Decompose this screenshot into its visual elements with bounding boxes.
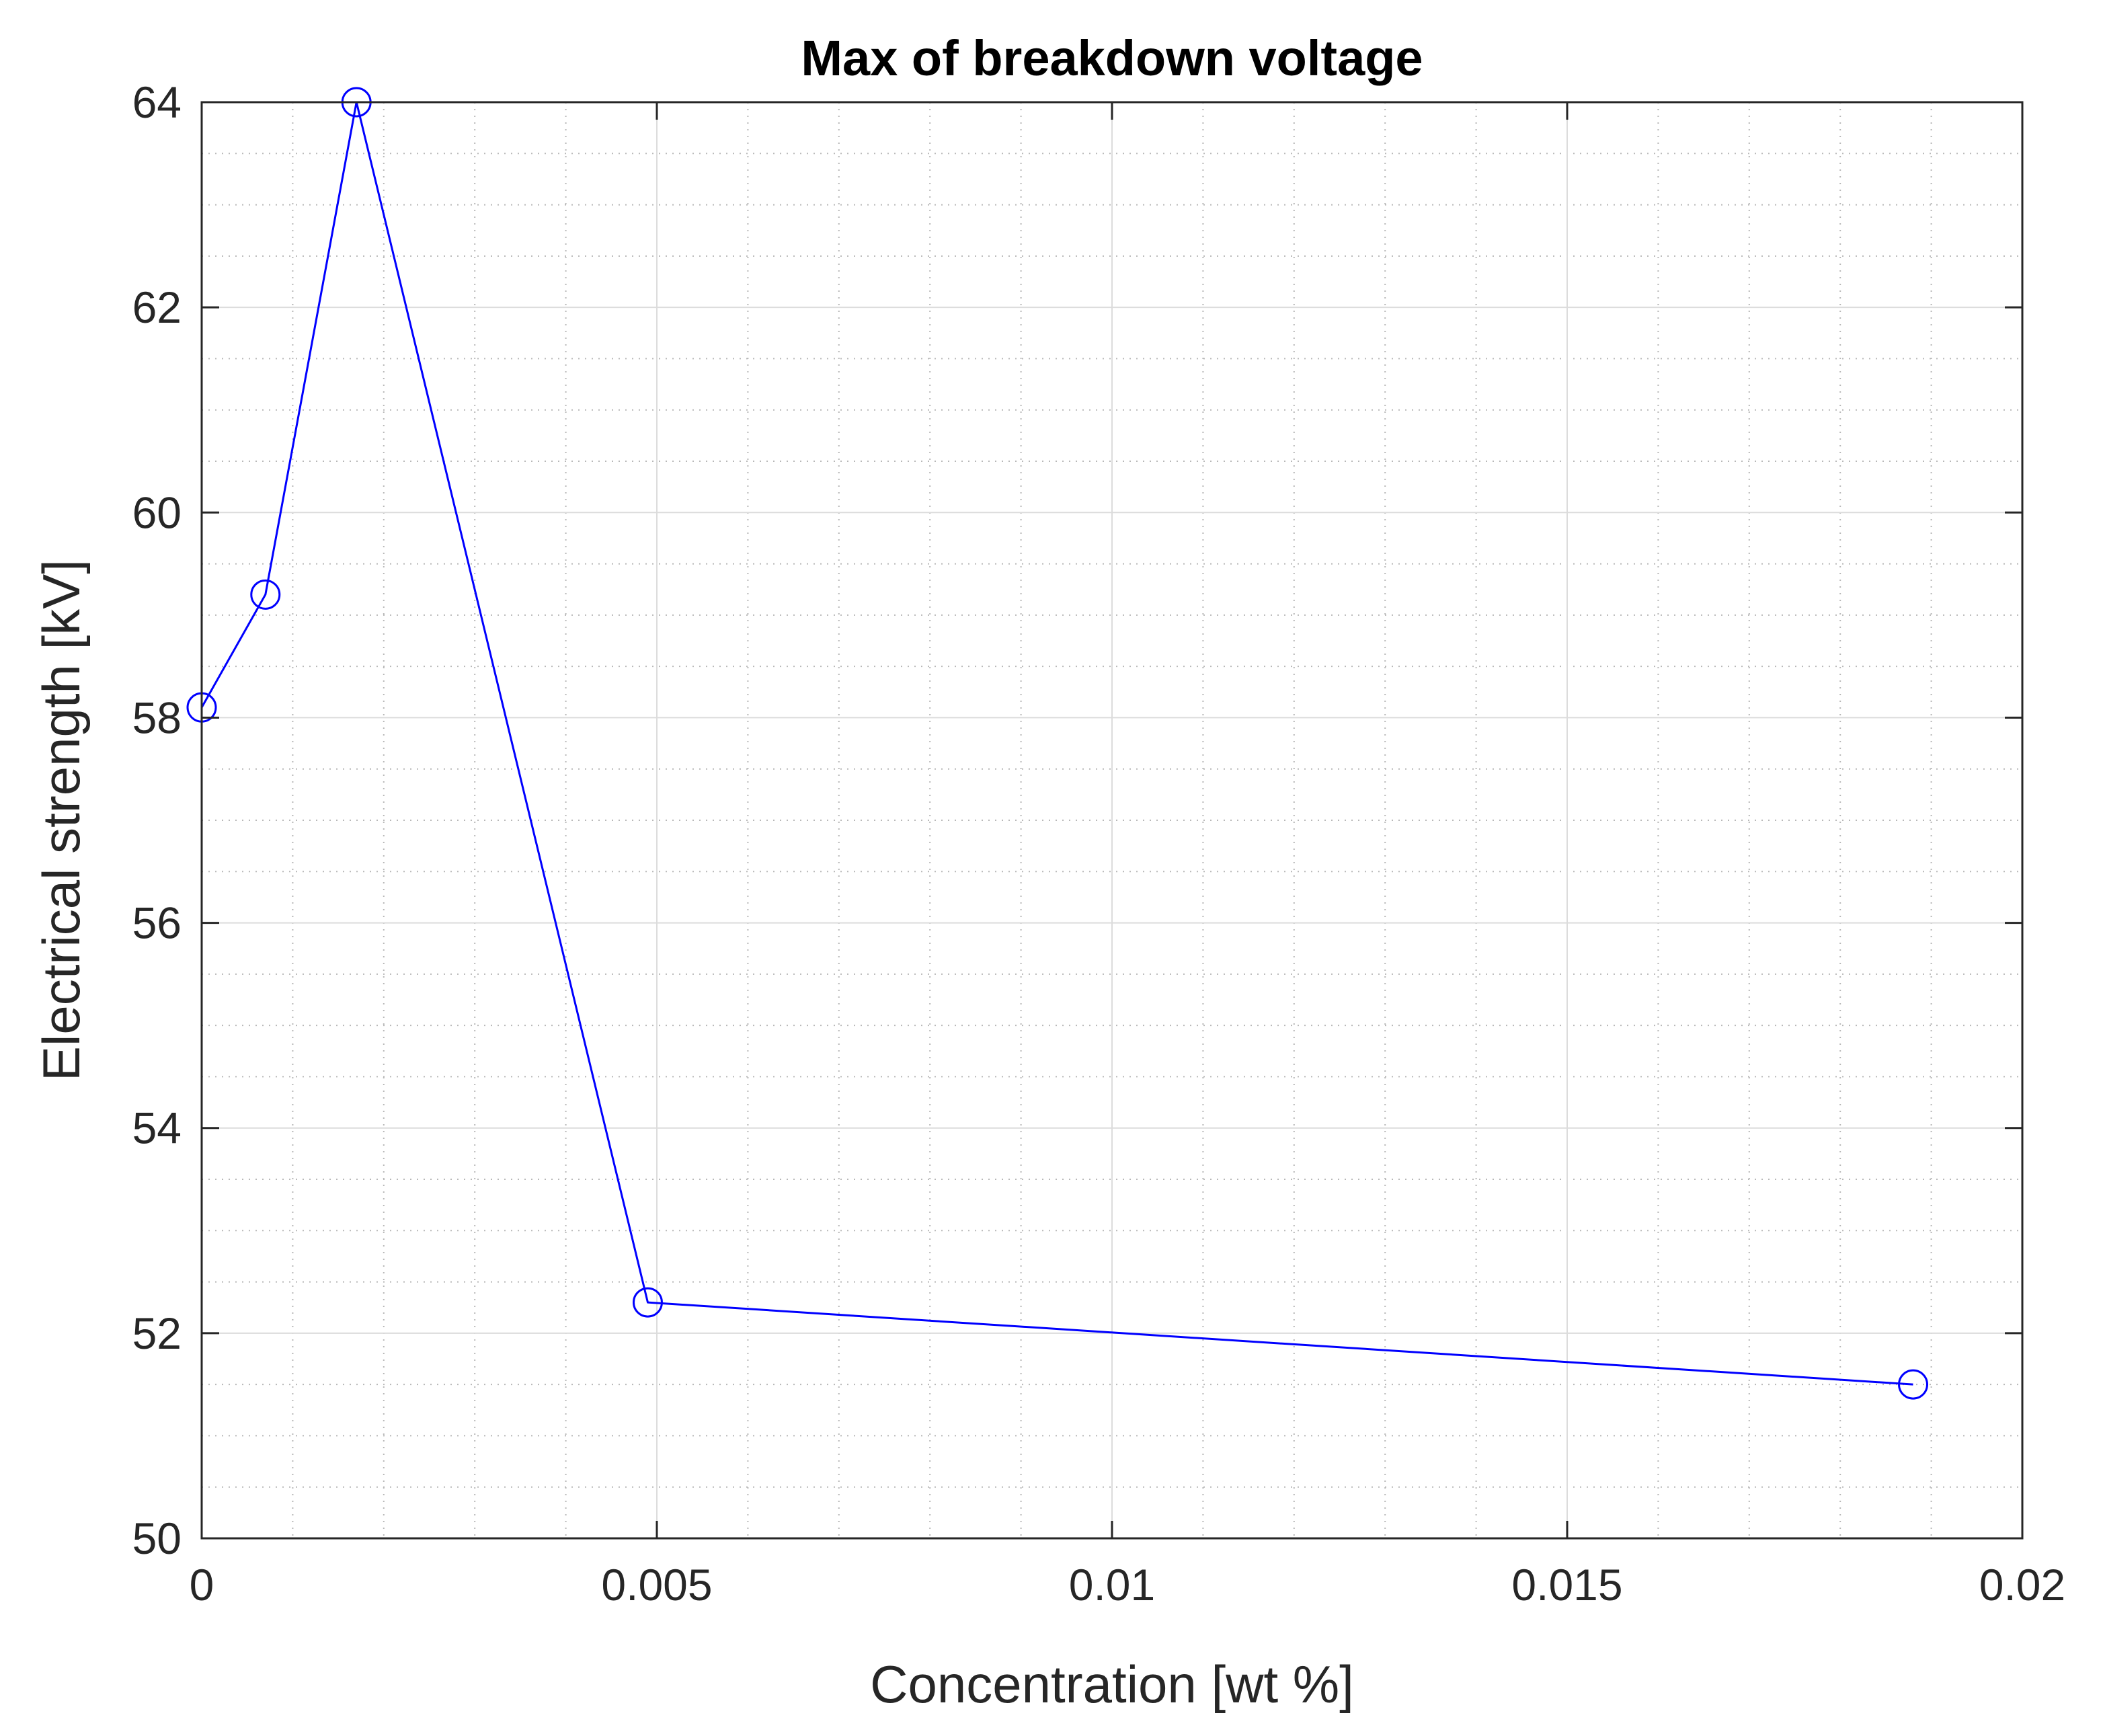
x-axis-label: Concentration [wt %] bbox=[870, 1655, 1354, 1714]
ticks bbox=[200, 101, 2024, 1540]
y-axis-label: Electrical strength [kV] bbox=[32, 559, 91, 1081]
y-tick-label: 54 bbox=[132, 1103, 182, 1153]
y-tick-label: 52 bbox=[132, 1308, 182, 1358]
data-point-marker bbox=[632, 1287, 663, 1318]
x-tick-label: 0.005 bbox=[601, 1560, 712, 1610]
x-tick-label: 0 bbox=[190, 1560, 214, 1610]
y-tick-label: 64 bbox=[132, 77, 182, 127]
data-point-marker bbox=[1898, 1369, 1929, 1400]
y-tick-labels: 50 52 54 56 58 60 62 64 bbox=[132, 77, 182, 1563]
y-tick-label: 62 bbox=[132, 282, 182, 332]
minor-grid bbox=[202, 102, 2022, 1538]
y-tick-label: 58 bbox=[132, 693, 182, 742]
y-tick-label: 60 bbox=[132, 487, 182, 537]
x-tick-label: 0.02 bbox=[1979, 1560, 2065, 1610]
y-tick-label: 50 bbox=[132, 1513, 182, 1563]
x-tick-labels: 0 0.005 0.01 0.015 0.02 bbox=[190, 1560, 2066, 1610]
x-tick-label: 0.015 bbox=[1511, 1560, 1622, 1610]
data-point-marker bbox=[250, 579, 281, 610]
chart-title: Max of breakdown voltage bbox=[801, 30, 1423, 86]
x-tick-label: 0.01 bbox=[1069, 1560, 1155, 1610]
y-tick-label: 56 bbox=[132, 898, 182, 948]
